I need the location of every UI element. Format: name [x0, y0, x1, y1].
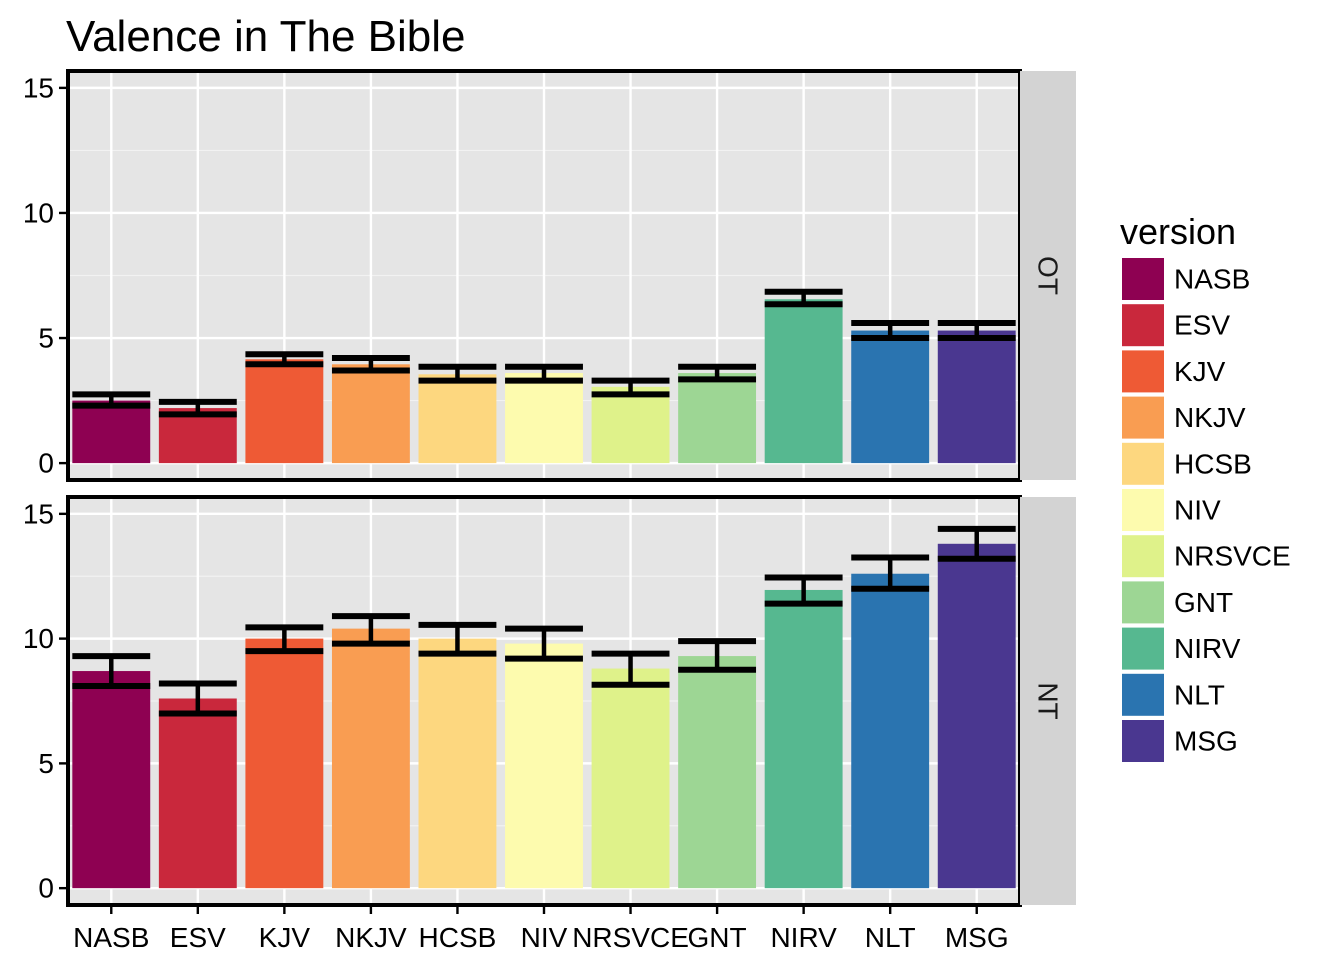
panel-nt: NT 0 5 10 15 [23, 495, 1076, 907]
error-bar-ot-msg [937, 320, 1016, 342]
x-tick-label: HCSB [419, 922, 497, 953]
facet-strip-label: OT [1033, 256, 1064, 295]
error-bar-ot-nkjv [331, 355, 410, 374]
error-bar-nt-nrsvce [591, 650, 670, 688]
legend-key-niv [1122, 489, 1164, 531]
bar-nt-niv [505, 643, 583, 889]
error-bar-nt-kjv [245, 624, 324, 655]
facet-strip [1020, 497, 1076, 905]
error-bar-ot-kjv [245, 351, 324, 368]
x-tick-label: NIRV [770, 922, 837, 953]
legend-label-msg: MSG [1174, 726, 1238, 757]
bar-ot-nlt [851, 330, 930, 464]
legend-label-nrsvce: NRSVCE [1174, 541, 1291, 572]
bar-nt-nirv [764, 589, 843, 889]
y-tick-label: 15 [23, 498, 54, 529]
error-bar-ot-nlt [851, 320, 930, 342]
panel-ot: OT 0 5 10 15 [23, 69, 1076, 482]
error-bar-nt-niv [505, 625, 583, 662]
bar-ot-msg [937, 330, 1016, 464]
legend-key-kjv [1122, 350, 1164, 393]
y-tick-label: 0 [38, 448, 54, 479]
legend-key-msg [1122, 720, 1164, 762]
legend-label-gnt: GNT [1174, 587, 1233, 618]
y-tick-label: 5 [38, 748, 54, 779]
error-bar-ot-hcsb [418, 363, 497, 384]
chart-title: Valence in The Bible [66, 12, 466, 61]
y-tick-label: 0 [38, 873, 54, 904]
legend-label-nlt: NLT [1174, 679, 1225, 710]
bar-nt-hcsb [418, 638, 497, 889]
legend-key-nirv [1122, 627, 1164, 670]
legend-label-hcsb: HCSB [1174, 448, 1252, 479]
error-bar-ot-esv [158, 398, 237, 418]
legend-label-esv: ESV [1174, 310, 1230, 341]
bar-nt-nkjv [331, 628, 410, 889]
y-tick-label: 10 [23, 623, 54, 654]
error-bar-nt-nasb [72, 653, 151, 690]
x-tick-label: KJV [259, 922, 311, 953]
y-tick-label: 10 [23, 197, 54, 228]
y-tick-label: 5 [38, 323, 54, 354]
error-bar-ot-nrsvce [591, 377, 670, 398]
bar-ot-hcsb [418, 374, 497, 464]
x-tick-label: MSG [945, 922, 1009, 953]
bar-nt-kjv [245, 638, 324, 889]
error-bar-nt-nirv [764, 574, 843, 607]
x-tick-label: ESV [170, 922, 226, 953]
legend-title: version [1120, 211, 1236, 252]
bar-ot-niv [505, 373, 583, 464]
x-tick-label: NKJV [335, 922, 407, 953]
legend-label-nasb: NASB [1174, 264, 1250, 295]
error-bar-ot-niv [505, 363, 583, 384]
bar-nt-nlt [851, 573, 930, 889]
bar-ot-nirv [764, 299, 843, 464]
bar-ot-gnt [678, 373, 757, 464]
legend: version NASB ESV KJV NKJV HCSB NIV NRSVCE GNT NI… [1120, 211, 1291, 762]
bar-nt-gnt [678, 656, 757, 889]
bar-ot-kjv [245, 359, 324, 464]
bar-nt-nrsvce [591, 668, 670, 889]
bar-ot-nkjv [331, 364, 410, 464]
error-bar-nt-nlt [851, 554, 930, 592]
legend-label-nkjv: NKJV [1174, 402, 1246, 433]
bar-ot-nrsvce [591, 386, 670, 464]
bar-nt-msg [937, 543, 1016, 889]
legend-key-esv [1122, 304, 1164, 347]
bar-ot-nasb [72, 400, 151, 464]
error-bar-nt-hcsb [418, 621, 497, 657]
legend-label-nirv: NIRV [1174, 633, 1241, 664]
legend-label-kjv: KJV [1174, 356, 1226, 387]
legend-key-nkjv [1122, 396, 1164, 439]
legend-key-hcsb [1122, 442, 1164, 485]
y-tick-label: 15 [23, 72, 54, 103]
legend-key-nrsvce [1122, 535, 1164, 578]
x-tick-label: NIV [521, 922, 568, 953]
error-bar-nt-gnt [678, 638, 757, 673]
x-tick-label: NRSVCE [572, 922, 689, 953]
x-tick-label: NASB [73, 922, 149, 953]
bar-nt-nasb [72, 671, 151, 889]
facet-strip [1020, 71, 1076, 480]
legend-key-gnt [1122, 581, 1164, 624]
legend-key-nlt [1122, 673, 1164, 716]
bar-nt-esv [158, 698, 237, 889]
x-tick-label: GNT [688, 922, 747, 953]
error-bar-ot-nirv [764, 288, 843, 308]
legend-label-niv: NIV [1174, 495, 1221, 526]
error-bar-nt-msg [937, 525, 1016, 562]
panels: OT 0 5 10 15 NT 0 5 10 15 [23, 69, 1076, 907]
error-bar-nt-nkjv [331, 613, 410, 647]
error-bar-ot-gnt [678, 363, 757, 383]
x-tick-label: NLT [865, 922, 916, 953]
error-bar-nt-esv [158, 680, 237, 717]
facet-strip-label: NT [1033, 682, 1064, 719]
legend-key-nasb [1122, 258, 1164, 300]
error-bar-ot-nasb [72, 391, 151, 409]
